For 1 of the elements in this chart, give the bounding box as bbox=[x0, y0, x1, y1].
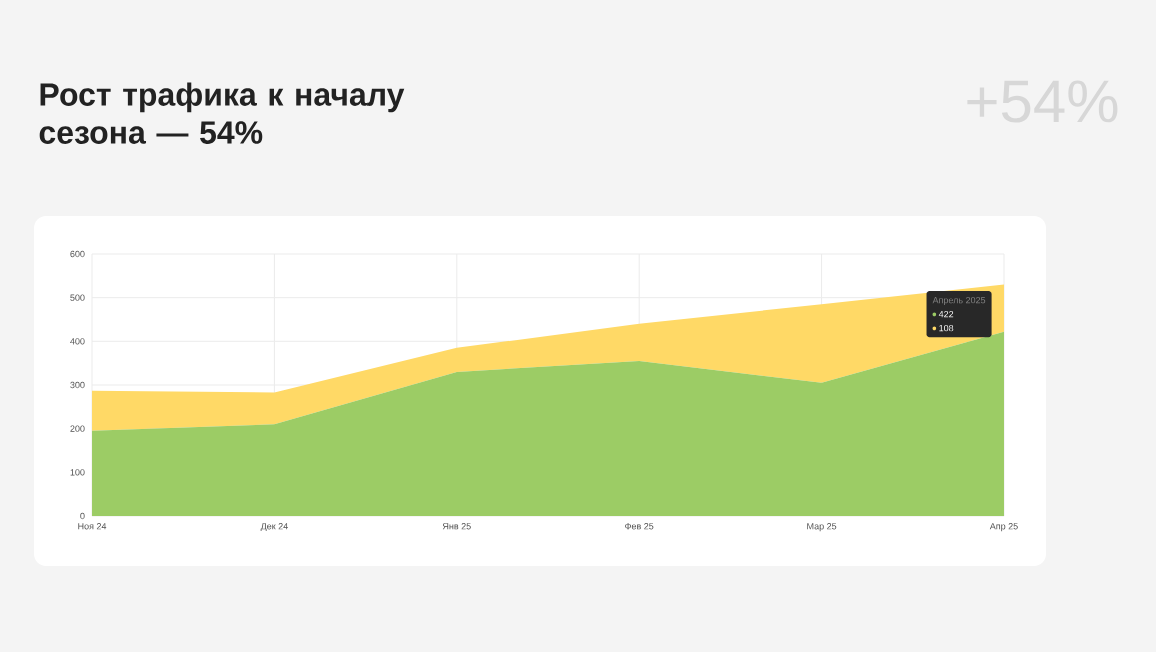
chart-title: Рост трафика к началу сезона — 54% bbox=[39, 82, 405, 144]
